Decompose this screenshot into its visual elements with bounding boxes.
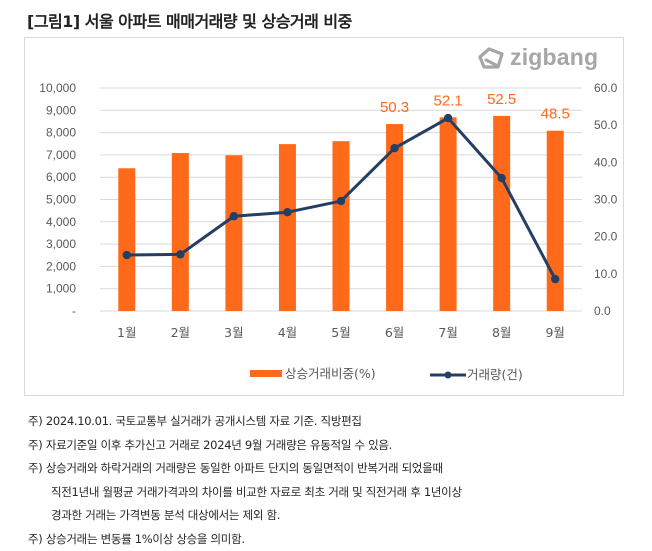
left-tick-label: 10,000: [39, 81, 76, 95]
category-label: 7월: [438, 325, 457, 340]
bar-series: [118, 115, 564, 311]
bar: [493, 115, 511, 311]
left-tick-label: 8,000: [46, 126, 76, 140]
bar: [278, 144, 296, 311]
category-label: 1월: [117, 325, 136, 340]
bar: [546, 130, 564, 311]
left-tick-label: 1,000: [46, 282, 76, 296]
left-tick-label: 5,000: [46, 193, 76, 207]
zigbang-logo: zigbang: [476, 44, 598, 71]
footnote: 경과한 거래는 가격변동 분석 대상에서는 제외 함.: [51, 508, 281, 522]
chart-frame: [24, 37, 624, 396]
combo-chart: - 1,000 2,000 3,000 4,000 5,000 6,000 7,000 8,00…: [39, 81, 618, 382]
line-point: [551, 274, 560, 284]
bar: [225, 155, 243, 311]
footnote: 주) 상승거래는 변동률 1%이상 상승을 의미함.: [28, 531, 245, 546]
right-tick-label: 40.0: [594, 155, 618, 169]
left-tick-label: 4,000: [46, 215, 76, 229]
footnote: 주) 2024.10.01. 국토교통부 실거래가 공개시스템 자료 기준. 직…: [28, 414, 362, 428]
category-label: 9월: [545, 325, 564, 340]
bar-data-label: 48.5: [541, 106, 570, 123]
footnote: 주) 자료기준일 이후 추가신고 거래로 2024년 9월 거래량은 유동적일 …: [28, 437, 393, 452]
footnotes: 주) 2024.10.01. 국토교통부 실거래가 공개시스템 자료 기준. 직…: [28, 410, 462, 551]
line-point: [443, 113, 453, 123]
right-tick-label: 20.0: [594, 230, 618, 244]
right-tick-label: 60.0: [594, 81, 618, 95]
line-point: [122, 250, 131, 260]
line-point: [283, 208, 292, 217]
bar-data-label: 52.1: [434, 92, 463, 109]
bar-data-labels: 50.3 52.1 52.5 48.5: [380, 91, 570, 123]
zigbang-house-icon: [478, 46, 504, 69]
logo-text: zigbang: [510, 44, 599, 70]
category-label: 5월: [331, 325, 350, 340]
line-point: [336, 196, 346, 206]
line-point: [176, 250, 185, 259]
bar: [171, 153, 189, 311]
bar: [386, 124, 404, 311]
bar: [332, 141, 350, 311]
bar: [439, 117, 457, 311]
left-tick-label: 6,000: [46, 170, 76, 184]
legend: 상승거래비중(%) 거래량(건): [250, 366, 523, 382]
footnote: 주) 상승거래와 하락거래의 거래량은 동일한 아파트 단지의 동일면적이 반복…: [28, 461, 443, 475]
figure-title: [그림1] 서울 아파트 매매거래량 및 상승거래 비중: [27, 12, 352, 31]
category-label: 8월: [492, 325, 511, 340]
line-point: [229, 212, 239, 221]
legend-line-marker: [444, 371, 452, 379]
left-tick-label: 2,000: [46, 259, 76, 273]
right-tick-label: 0.0: [594, 304, 611, 318]
legend-bar-swatch: [250, 370, 282, 377]
left-tick-label: -: [72, 304, 76, 318]
line-series: [122, 113, 560, 284]
right-tick-label: 30.0: [594, 193, 618, 207]
left-tick-label: 7,000: [46, 148, 76, 162]
footnote: 직전1년내 월평균 거래가격과의 차이를 비교한 자료로 최초 거래 및 직전거…: [51, 484, 462, 499]
category-label: 2월: [171, 325, 190, 340]
right-tick-label: 10.0: [594, 267, 618, 281]
category-label: 4월: [278, 325, 297, 340]
bar-data-label: 50.3: [380, 99, 409, 116]
line-point: [497, 173, 506, 183]
left-axis-ticks: - 1,000 2,000 3,000 4,000 5,000 6,000 7,000 8,00…: [39, 81, 76, 318]
category-label: 3월: [224, 325, 243, 340]
bar: [118, 168, 136, 311]
right-tick-label: 50.0: [594, 118, 618, 132]
left-tick-label: 9,000: [46, 103, 76, 117]
left-tick-label: 3,000: [46, 237, 76, 251]
legend-line-label: 거래량(건): [467, 367, 523, 382]
line-point: [390, 144, 399, 153]
right-axis-ticks: 0.0 10.0 20.0 30.0 40.0 50.0 60.0: [594, 81, 618, 318]
category-labels: 1월 2월 3월 4월 5월 6월 7월 8월 9월: [117, 325, 565, 340]
legend-bar-label: 상승거래비중(%): [285, 366, 376, 381]
category-label: 6월: [385, 325, 404, 340]
bar-data-label: 52.5: [487, 91, 516, 108]
